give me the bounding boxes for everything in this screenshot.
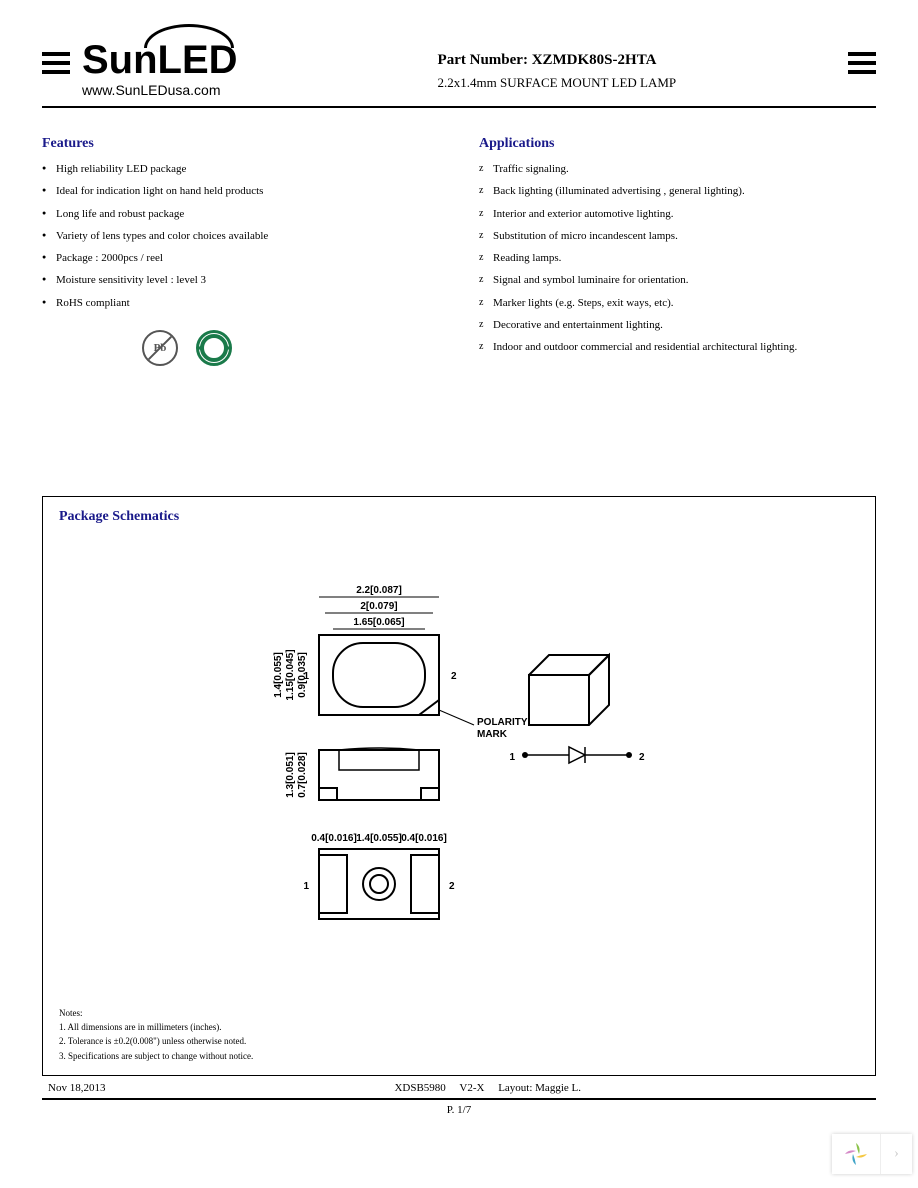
footer-layout: Layout: Maggie L.: [498, 1082, 581, 1094]
features-column: Features High reliability LED package Ide…: [42, 136, 439, 366]
page-number: P. 1/7: [42, 1104, 876, 1116]
widget-logo-icon[interactable]: [832, 1134, 880, 1174]
logo: SunLED www.SunLEDusa.com: [82, 24, 238, 98]
features-title: Features: [42, 136, 439, 152]
svg-text:1.4[0.055]: 1.4[0.055]: [356, 833, 402, 844]
svg-text:2: 2: [451, 671, 457, 682]
application-item: Back lighting (illuminated advertising ,…: [479, 184, 876, 198]
part-description: 2.2x1.4mm SURFACE MOUNT LED LAMP: [438, 75, 848, 91]
svg-text:1.65[0.065]: 1.65[0.065]: [353, 617, 404, 628]
application-item: Marker lights (e.g. Steps, exit ways, et…: [479, 296, 876, 310]
svg-text:1: 1: [303, 881, 309, 892]
feature-item: High reliability LED package: [42, 162, 439, 176]
application-item: Indoor and outdoor commercial and reside…: [479, 340, 876, 354]
svg-text:0.4[0.016]: 0.4[0.016]: [311, 833, 357, 844]
feature-item: Moisture sensitivity level : level 3: [42, 273, 439, 287]
part-label: Part Number:: [438, 52, 528, 68]
footer-code: XDSB5980: [394, 1082, 445, 1094]
feature-item: Long life and robust package: [42, 207, 439, 221]
logo-url: www.SunLEDusa.com: [82, 82, 238, 98]
notes: Notes: 1. All dimensions are in millimet…: [59, 1006, 253, 1064]
notes-title: Notes:: [59, 1006, 253, 1020]
note-item: 2. Tolerance is ±0.2(0.008") unless othe…: [59, 1034, 253, 1048]
svg-text:1.3[0.051]: 1.3[0.051]: [285, 752, 296, 798]
svg-text:0.7[0.028]: 0.7[0.028]: [297, 752, 308, 798]
application-item: Decorative and entertainment lighting.: [479, 318, 876, 332]
widget-arrow-icon[interactable]: ›: [880, 1134, 912, 1174]
svg-text:1.4[0.055]: 1.4[0.055]: [273, 652, 284, 698]
footer-date: Nov 18,2013: [48, 1082, 105, 1094]
schematic-drawing: 2.2[0.087] 2[0.079] 1.65[0.065] 1 2 POLA…: [59, 555, 859, 955]
compliance-icons: Pb: [142, 330, 439, 366]
menu-icon-right[interactable]: [848, 52, 876, 74]
svg-text:0.4[0.016]: 0.4[0.016]: [401, 833, 447, 844]
header-info: Part Number: XZMDK80S-2HTA 2.2x1.4mm SUR…: [238, 52, 848, 91]
feature-item: Ideal for indication light on hand held …: [42, 184, 439, 198]
part-number: XZMDK80S-2HTA: [532, 52, 657, 68]
svg-text:0.9[0.035]: 0.9[0.035]: [297, 652, 308, 698]
feature-item: Variety of lens types and color choices …: [42, 229, 439, 243]
logo-sun: Sun: [82, 38, 158, 82]
header: SunLED www.SunLEDusa.com Part Number: XZ…: [42, 20, 876, 108]
svg-text:2[0.079]: 2[0.079]: [360, 601, 397, 612]
applications-list: Traffic signaling. Back lighting (illumin…: [479, 162, 876, 355]
note-item: 3. Specifications are subject to change …: [59, 1049, 253, 1063]
svg-text:2: 2: [449, 881, 455, 892]
note-item: 1. All dimensions are in millimeters (in…: [59, 1020, 253, 1034]
svg-text:MARK: MARK: [477, 729, 508, 740]
svg-text:1: 1: [509, 752, 515, 763]
svg-text:1.15[0.045]: 1.15[0.045]: [285, 650, 296, 701]
floating-widget[interactable]: ›: [832, 1134, 912, 1174]
green-icon: [196, 330, 232, 366]
menu-icon-left[interactable]: [42, 52, 70, 74]
footer: Nov 18,2013 XDSB5980 V2-X Layout: Maggie…: [42, 1082, 876, 1100]
logo-led: LED: [158, 38, 238, 82]
application-item: Substitution of micro incandescent lamps…: [479, 229, 876, 243]
schematics-box: Package Schematics 2.2[0.087] 2[0.079] 1…: [42, 496, 876, 1076]
schematics-title: Package Schematics: [59, 509, 859, 525]
application-item: Signal and symbol luminaire for orientat…: [479, 273, 876, 287]
svg-text:2.2[0.087]: 2.2[0.087]: [356, 585, 402, 596]
footer-version: V2-X: [459, 1082, 484, 1094]
application-item: Reading lamps.: [479, 251, 876, 265]
svg-text:POLARITY: POLARITY: [477, 717, 528, 728]
application-item: Interior and exterior automotive lightin…: [479, 207, 876, 221]
features-list: High reliability LED package Ideal for in…: [42, 162, 439, 310]
applications-column: Applications Traffic signaling. Back ligh…: [479, 136, 876, 366]
pb-free-icon: Pb: [142, 330, 178, 366]
applications-title: Applications: [479, 136, 876, 152]
application-item: Traffic signaling.: [479, 162, 876, 176]
svg-text:2: 2: [639, 752, 645, 763]
feature-item: Package : 2000pcs / reel: [42, 251, 439, 265]
feature-item: RoHS compliant: [42, 296, 439, 310]
